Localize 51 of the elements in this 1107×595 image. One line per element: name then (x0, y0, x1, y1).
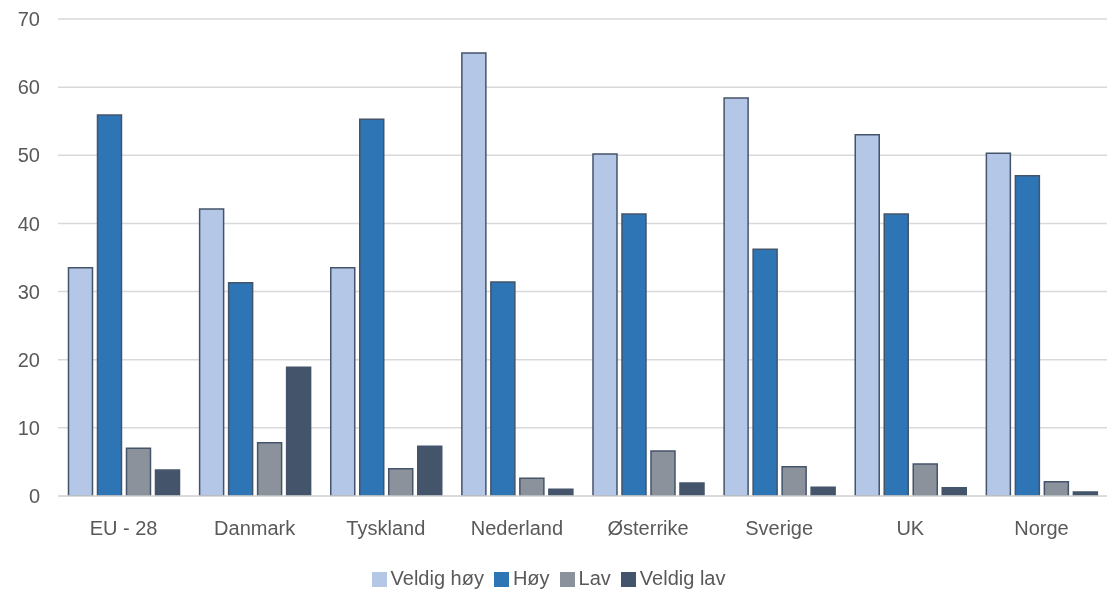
bar (941, 487, 967, 496)
bar (416, 445, 443, 496)
legend-label: Høy (512, 567, 550, 589)
bar (985, 152, 1012, 496)
bar (519, 477, 545, 496)
bar (592, 153, 618, 496)
x-tick-label: UK (896, 517, 925, 540)
bar (490, 281, 516, 496)
bar (227, 281, 254, 496)
bar (548, 488, 574, 496)
bar (781, 465, 807, 496)
bar (198, 208, 225, 496)
x-tick-label: Norge (1014, 517, 1069, 540)
bar (883, 213, 909, 496)
x-tick-label: Tyskland (346, 517, 426, 540)
bar (67, 266, 94, 496)
x-tick-label: Sverige (745, 517, 814, 540)
bar (154, 469, 181, 496)
bar (329, 266, 356, 496)
bar (1014, 174, 1041, 496)
y-tick-label: 20 (17, 348, 40, 371)
bar (285, 366, 312, 496)
y-tick-label: 70 (17, 8, 40, 31)
legend-label: Veldig lav (639, 567, 726, 589)
x-tick-label: Nederland (470, 517, 564, 540)
y-tick-label: 40 (17, 212, 40, 235)
bar (461, 52, 487, 496)
bar (1043, 480, 1070, 496)
x-tick-label: EU - 28 (89, 517, 158, 540)
bar (650, 450, 676, 496)
bar (96, 114, 123, 496)
x-tick-label: Danmark (214, 517, 297, 540)
x-tick-label: Østerrike (607, 517, 689, 540)
bar (387, 467, 414, 496)
bar (125, 447, 152, 496)
bar (912, 463, 938, 496)
y-tick-label: 0 (28, 485, 40, 508)
bar (358, 118, 385, 496)
bar (621, 213, 647, 496)
bar (256, 442, 283, 496)
y-tick-label: 60 (17, 76, 40, 99)
bar (810, 486, 836, 496)
legend-label: Veldig høy (390, 567, 484, 589)
bar (752, 248, 778, 496)
bar (679, 482, 705, 496)
y-tick-label: 50 (17, 144, 40, 167)
y-tick-label: 30 (17, 280, 40, 303)
y-tick-label: 10 (17, 416, 40, 439)
bar (854, 134, 880, 496)
legend-label: Lav (578, 567, 611, 589)
bar (723, 97, 749, 496)
